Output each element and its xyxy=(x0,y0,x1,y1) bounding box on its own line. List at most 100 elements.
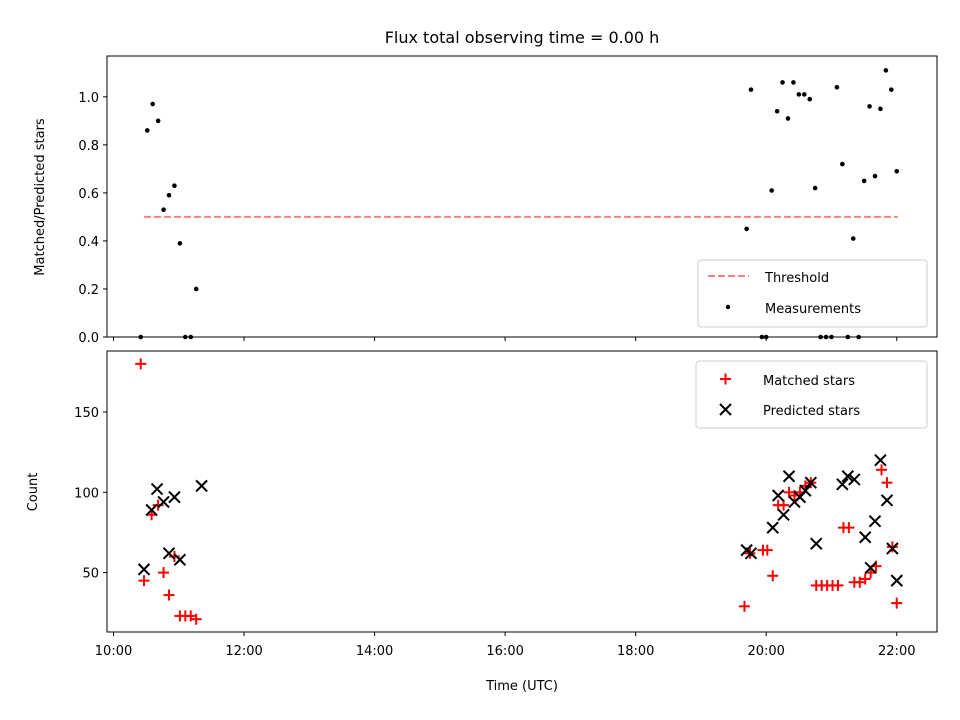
matched-star-point xyxy=(891,597,903,609)
measurement-point xyxy=(867,104,872,109)
flux-ratio-legend-box xyxy=(697,259,928,328)
measurements-legend-label: Measurements xyxy=(765,302,861,317)
measurement-point xyxy=(834,84,840,90)
matched-star-point xyxy=(767,570,779,582)
predicted-star-point xyxy=(874,453,887,467)
star-count-x-tick-label: 18:00 xyxy=(617,644,654,659)
predicted-star-point xyxy=(145,503,158,517)
flux-ratio-y-tick-label: 1.0 xyxy=(78,91,99,106)
measurement-point xyxy=(780,80,785,85)
flux-ratio-axes-frame xyxy=(106,55,938,338)
star-count-panel: 50 100 150 10:00 12:00 14:00 16:00 18:00 20:00 2… xyxy=(26,350,938,694)
predicted-star-point xyxy=(799,484,812,497)
predicted-star-point xyxy=(168,490,181,504)
predicted-star-point xyxy=(162,547,176,560)
measurements-legend-marker xyxy=(725,304,731,310)
predicted-star-point xyxy=(804,476,818,489)
star-count-x-tick-label: 20:00 xyxy=(747,644,784,659)
figure-title: Flux total observing time = 0.00 h xyxy=(385,28,660,47)
measurement-point xyxy=(193,286,199,292)
measurement-point xyxy=(861,178,867,184)
predicted-star-point xyxy=(766,521,779,534)
measurement-point xyxy=(850,236,856,241)
matched-star-point xyxy=(158,567,170,579)
star-count-y-tick-label: 100 xyxy=(74,486,99,501)
matched-star-point xyxy=(859,573,871,585)
star-count-axes-frame xyxy=(106,350,938,633)
measurement-point xyxy=(791,80,796,85)
predicted-stars-legend-marker xyxy=(719,403,732,416)
measurement-point xyxy=(872,173,878,179)
predicted-star-point xyxy=(744,547,758,560)
predicted-star-point xyxy=(771,489,785,502)
measurement-point xyxy=(812,185,818,191)
predicted-star-point xyxy=(173,553,187,566)
measurement-point xyxy=(748,87,754,92)
flux-ratio-x-ticks xyxy=(113,337,898,341)
matched-stars-legend-label: Matched stars xyxy=(763,374,855,389)
star-count-x-tick-label: 16:00 xyxy=(486,644,523,659)
star-count-x-axis-label: Time (UTC) xyxy=(485,679,558,694)
predicted-star-point xyxy=(864,561,877,574)
predicted-star-point xyxy=(782,470,796,483)
predicted-star-point xyxy=(848,473,861,486)
measurement-point xyxy=(889,87,894,92)
predicted-star-point xyxy=(880,494,894,507)
matched-stars-legend-marker xyxy=(720,373,731,385)
flux-ratio-y-ticks: 0.0 0.2 0.4 0.6 0.8 1.0 xyxy=(78,91,107,346)
flux-ratio-legend: Threshold Measurements xyxy=(697,259,928,328)
matched-star-point xyxy=(138,575,150,587)
star-count-y-ticks: 50 100 150 xyxy=(74,406,107,582)
measurement-point xyxy=(840,161,845,167)
predicted-star-point xyxy=(150,482,164,496)
measurement-point xyxy=(744,226,749,232)
matched-star-point xyxy=(190,613,202,625)
star-count-x-tick-label: 12:00 xyxy=(225,644,262,659)
measurement-point xyxy=(166,192,172,198)
predicted-star-point xyxy=(858,531,872,544)
measurement-point xyxy=(894,168,900,174)
measurement-point xyxy=(144,128,150,133)
matched-star-point xyxy=(163,589,175,601)
star-count-y-tick-label: 50 xyxy=(82,567,99,582)
measurement-point xyxy=(172,183,177,188)
measurement-point xyxy=(807,96,813,102)
flux-ratio-plot-area xyxy=(138,68,900,340)
matched-star-point xyxy=(843,522,855,534)
matched-star-point xyxy=(881,477,893,489)
threshold-legend-label: Threshold xyxy=(764,271,829,286)
matched-star-point xyxy=(778,499,790,511)
matched-star-point xyxy=(886,541,898,553)
measurement-point xyxy=(801,92,807,97)
matched-star-point xyxy=(832,579,844,591)
star-count-legend-box xyxy=(695,360,928,429)
flux-ratio-y-tick-label: 0.8 xyxy=(78,139,99,154)
matched-star-point xyxy=(738,600,750,612)
predicted-star-point xyxy=(841,470,855,483)
star-count-x-tick-label: 22:00 xyxy=(878,644,915,659)
predicted-star-point xyxy=(890,574,903,587)
predicted-star-point xyxy=(886,542,899,555)
predicted-stars-legend-label: Predicted stars xyxy=(763,404,860,419)
star-count-x-tick-label: 14:00 xyxy=(356,644,393,659)
predicted-star-point xyxy=(157,495,170,509)
star-count-x-ticks: 10:00 12:00 14:00 16:00 18:00 20:00 22:00 xyxy=(95,632,915,659)
measurement-point xyxy=(161,207,166,213)
flux-ratio-y-tick-label: 0.4 xyxy=(78,235,99,250)
matched-star-point xyxy=(168,551,180,563)
star-count-plot-area xyxy=(135,358,903,625)
matched-star-point xyxy=(761,544,773,556)
measurement-point xyxy=(150,101,155,107)
measurement-point xyxy=(177,241,183,246)
predicted-star-point xyxy=(810,537,823,550)
measurement-point xyxy=(878,106,883,112)
matched-star-point xyxy=(152,499,164,511)
star-count-y-axis-label: Count xyxy=(26,473,41,512)
flux-ratio-y-tick-label: 0.0 xyxy=(78,331,99,346)
measurement-point xyxy=(769,188,774,193)
matched-star-point xyxy=(135,358,147,370)
star-count-x-tick-label: 10:00 xyxy=(95,644,132,659)
measurement-point xyxy=(785,116,791,121)
